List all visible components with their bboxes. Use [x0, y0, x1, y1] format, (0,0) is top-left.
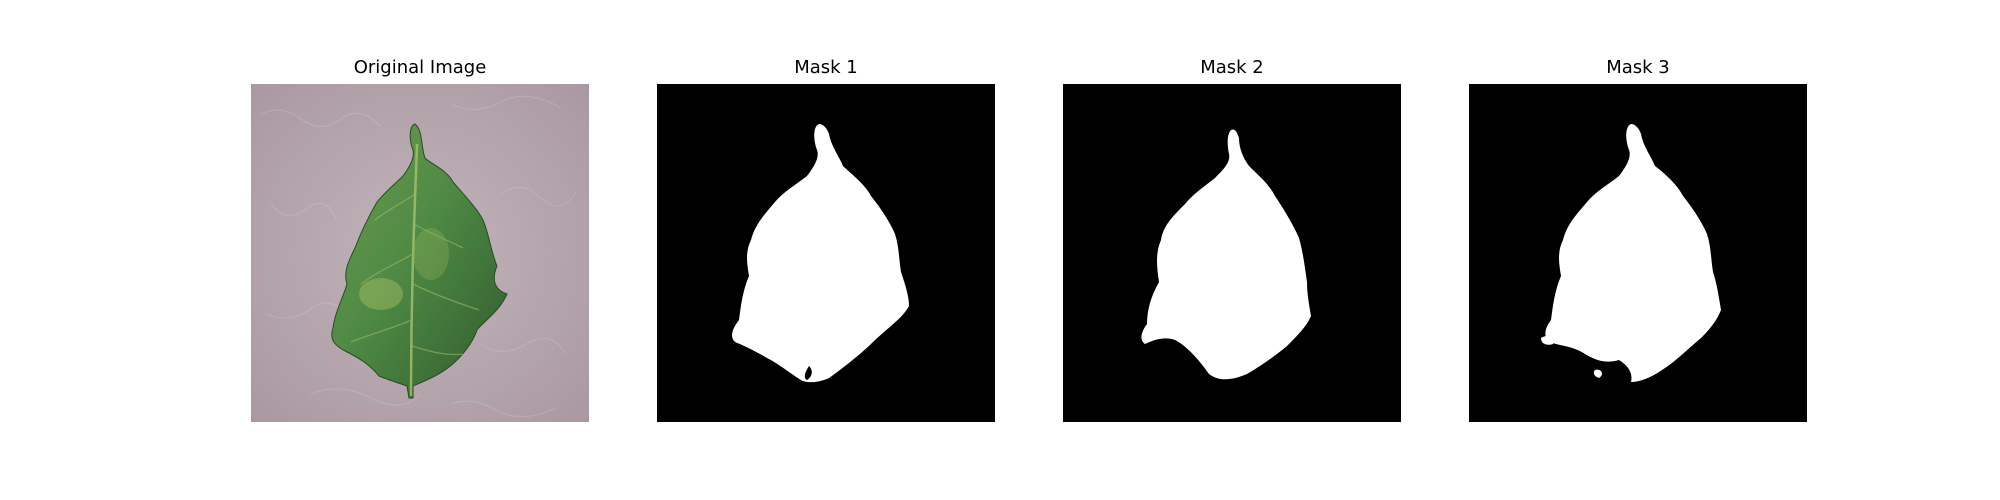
panel-title: Mask 2 [1063, 57, 1401, 78]
panel-title: Mask 1 [657, 57, 995, 78]
panel-mask-2: Mask 2 [1063, 0, 1401, 500]
panel-mask-3: Mask 3 [1469, 0, 1807, 500]
panel-mask-1: Mask 1 [657, 0, 995, 500]
mask-2-image [1063, 84, 1401, 422]
original-leaf-photo [251, 84, 589, 422]
panel-title: Original Image [251, 57, 589, 78]
panel-original-image: Original Image [251, 0, 589, 500]
leaf-highlight [359, 278, 403, 310]
leaf-highlight [413, 228, 449, 280]
mask-1-image [657, 84, 995, 422]
panel-title: Mask 3 [1469, 57, 1807, 78]
mask-3-image [1469, 84, 1807, 422]
